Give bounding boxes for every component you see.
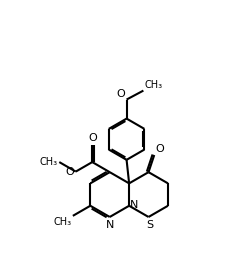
Text: O: O	[116, 89, 125, 99]
Text: CH₃: CH₃	[144, 80, 162, 90]
Text: N: N	[130, 200, 138, 210]
Text: CH₃: CH₃	[54, 217, 72, 227]
Text: CH₃: CH₃	[40, 157, 58, 167]
Text: O: O	[156, 144, 164, 154]
Text: S: S	[146, 220, 153, 230]
Text: O: O	[66, 166, 74, 177]
Text: O: O	[88, 134, 97, 144]
Text: N: N	[106, 220, 114, 230]
